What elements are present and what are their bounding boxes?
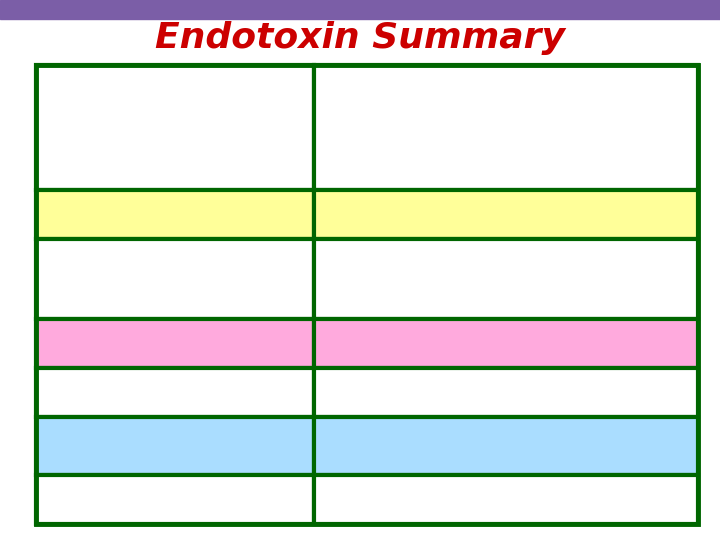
- Circle shape: [514, 114, 530, 122]
- Text: Fever?: Fever?: [49, 383, 116, 401]
- Text: Source:: Source:: [49, 205, 126, 223]
- Text: LD: LD: [54, 490, 81, 508]
- Text: Yes: Yes: [325, 383, 354, 401]
- Text: Relatively large: Relatively large: [325, 490, 465, 508]
- Circle shape: [374, 100, 392, 110]
- Text: :: :: [97, 490, 104, 508]
- Circle shape: [489, 112, 508, 122]
- Text: Endotoxin Summary: Endotoxin Summary: [155, 21, 565, 55]
- Text: _______: _______: [325, 437, 389, 455]
- Ellipse shape: [359, 99, 500, 156]
- Text: Gram –: Gram –: [325, 205, 390, 223]
- Text: Relation to
microbe:: Relation to microbe:: [49, 259, 160, 299]
- Text: Present in LPS of outer
membrane: Present in LPS of outer membrane: [325, 259, 530, 299]
- Circle shape: [624, 102, 639, 111]
- Circle shape: [348, 127, 366, 137]
- Circle shape: [395, 150, 414, 159]
- Circle shape: [445, 95, 464, 105]
- Text: Chemistry:: Chemistry:: [49, 334, 159, 352]
- Text: 50: 50: [81, 500, 99, 513]
- Circle shape: [467, 145, 485, 154]
- Ellipse shape: [520, 101, 654, 153]
- Text: _______________: _______________: [325, 334, 462, 352]
- Circle shape: [603, 148, 618, 157]
- Text: Neutralized by
antitoxin?: Neutralized by antitoxin?: [49, 426, 197, 466]
